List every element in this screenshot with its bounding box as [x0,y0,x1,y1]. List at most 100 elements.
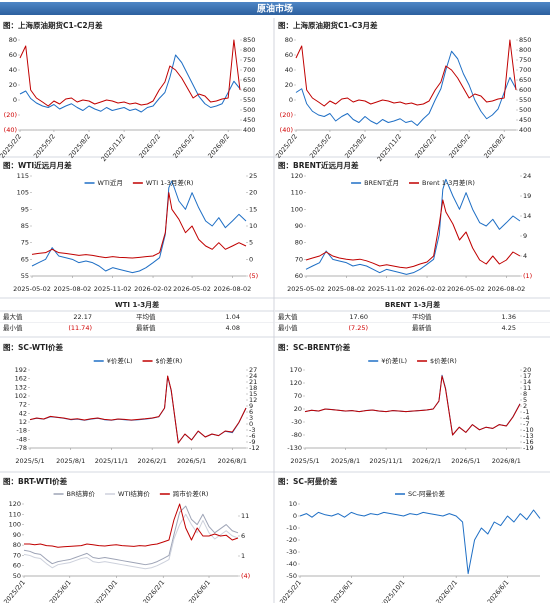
series-line [31,192,247,259]
x-tick-label: 2025-05-02 [13,285,51,293]
y2-tick-label: 25 [249,172,257,180]
y2-tick-label: (5) [249,272,258,280]
chart-title: 图：WTI近远月月差 [3,160,72,170]
series-line [31,180,247,274]
x-tick-label: 2025/11/2 [376,132,404,163]
y-tick-label: 65 [21,255,29,263]
y-tick-label: 170 [290,366,302,374]
y2-tick-label: 650 [243,76,255,84]
x-tick-label: 2026-08-02 [214,285,252,293]
y2-tick-label: 15 [249,390,257,398]
x-tick-label: 2026/6/1 [486,578,511,603]
x-tick-label: 2026/2/1 [434,578,459,603]
y2-tick-label: 27 [249,366,257,374]
y2-tick-label: 9 [523,232,527,240]
table-cell: (11.74) [68,324,92,332]
y-tick-label: 20 [285,81,293,89]
y2-tick-label: 6 [249,408,253,416]
x-tick-label: 2026-05-02 [447,285,485,293]
y2-tick-label: 20 [523,366,531,374]
table-cell: 1.04 [226,313,240,321]
y-tick-label: 105 [17,189,29,197]
y2-tick-label: 550 [519,96,531,104]
y-tick-label: 10 [289,500,297,508]
x-tick-label: 2026/2/1 [141,578,166,603]
y2-tick-label: 15 [249,205,257,213]
legend-label: $价差(R) [156,356,183,365]
y-tick-label: 90 [13,531,21,539]
x-tick-label: 2026/8/1 [492,457,521,465]
x-tick-label: 2025-11-02 [94,285,132,293]
y2-tick-label: 24 [523,172,531,180]
y2-tick-label: 17 [523,372,531,380]
x-tick-label: 2026/5/2 [171,132,196,160]
y2-tick-label: 24 [249,372,257,380]
x-tick-label: 2025-08-02 [53,285,91,293]
y-tick-label: -30 [291,418,302,426]
table-cell: 17.60 [349,313,368,321]
y-tick-label: -18 [16,427,27,435]
y-tick-label: (20) [280,111,293,119]
y2-tick-label: 18 [249,384,257,392]
y2-tick-label: 4 [523,252,527,260]
y2-tick-label: 0 [249,255,253,263]
x-tick-label: 2025/11/1 [369,457,402,465]
x-tick-label: 2026-02-02 [408,285,446,293]
y-tick-label: 110 [291,189,303,197]
y2-tick-label: 1 [241,552,245,560]
chart-title: 图：上海原油期货C1-C2月差 [3,20,103,30]
y-tick-label: 80 [13,541,21,549]
x-tick-label: 2025/10/1 [379,578,407,603]
y2-tick-label: 700 [519,66,531,74]
x-tick-label: 2025-05-02 [287,285,325,293]
legend-label: WTI 1-3月差(R) [146,178,194,187]
x-tick-label: 2025/5/1 [15,457,44,465]
y-tick-label: 75 [21,239,29,247]
table-cell: 最小值 [3,323,23,332]
y-tick-label: 85 [21,222,29,230]
y2-tick-label: (4) [241,572,250,580]
y2-tick-label: 650 [519,76,531,84]
x-tick-label: 2025/11/1 [95,457,128,465]
y2-tick-label: 11 [523,384,531,392]
series-line [305,178,521,275]
table-cell: 最大值 [3,312,23,321]
series-line [29,375,247,444]
y2-tick-label: 600 [519,86,531,94]
y2-tick-label: 700 [243,66,255,74]
y2-tick-label: -19 [523,444,534,452]
y2-tick-label: -16 [523,438,534,446]
y2-tick-label: 500 [519,106,531,114]
chart-title: 图：SC-BRENT价差 [278,342,351,352]
y2-tick-label: 450 [243,116,255,124]
legend-label: WTI结算价 [118,489,150,498]
x-tick-label: 2025/8/1 [56,457,85,465]
y2-tick-label: 0 [249,420,253,428]
x-tick-label: 2026/2/2 [137,132,162,160]
legend-label: BR结算价 [67,489,96,498]
y2-tick-label: 850 [243,36,255,44]
x-tick-label: 2025/2/1 [2,578,27,603]
y-tick-label: (20) [4,111,17,119]
legend-label: Brent 1-3月差(R) [422,178,475,187]
y-tick-label: 120 [290,379,302,387]
series-line [304,374,521,436]
x-tick-label: 2026/2/2 [413,132,438,160]
table-cell: 最新值 [412,323,432,332]
y2-tick-label: 11 [241,512,249,520]
y-tick-label: 115 [17,172,29,180]
y2-tick-label: 14 [523,212,531,220]
y-tick-label: 60 [9,51,17,59]
series-line [304,375,521,436]
series-line [19,54,241,113]
y-tick-label: -48 [16,435,27,443]
y2-tick-label: 10 [249,222,257,230]
x-tick-label: 2025/2/2 [274,132,299,160]
y-tick-label: -10 [286,524,297,532]
y2-tick-label: -12 [249,444,260,452]
y2-tick-label: 550 [243,96,255,104]
y2-tick-label: 21 [249,378,257,386]
y-tick-label: 20 [9,81,17,89]
y2-tick-label: 12 [249,396,257,404]
y-tick-label: 192 [15,366,27,374]
